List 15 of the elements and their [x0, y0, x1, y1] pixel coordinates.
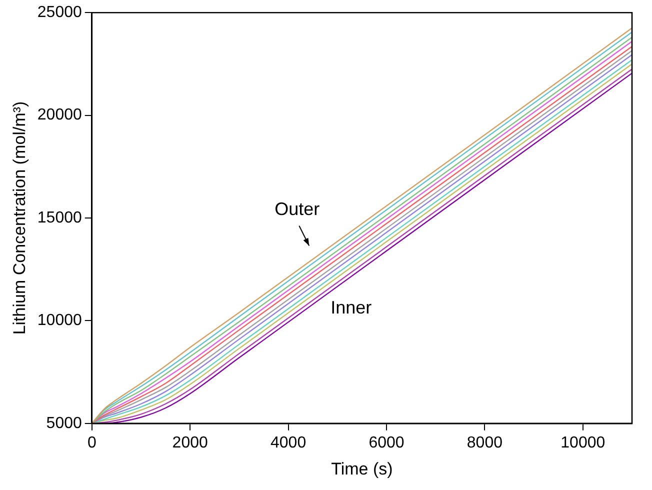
y-axis-title: Lithium Concentration (mol/m³): [10, 101, 29, 335]
x-axis-title: Time (s): [331, 459, 393, 478]
y-tick-label: 5000: [46, 414, 82, 432]
x-tick-label: 0: [87, 434, 96, 452]
y-tick-label: 10000: [37, 312, 82, 330]
x-tick-label: 8000: [466, 434, 503, 452]
x-tick-label: 4000: [270, 434, 306, 452]
y-tick-label: 20000: [37, 106, 82, 124]
x-tick-label: 6000: [368, 434, 404, 452]
y-tick-label: 15000: [37, 209, 82, 226]
annotation: Inner: [330, 297, 372, 318]
x-tick-label: 2000: [172, 434, 208, 452]
y-tick-label: 25000: [37, 4, 82, 22]
x-tick-label: 10000: [560, 434, 606, 452]
annotation: Outer: [274, 198, 320, 219]
